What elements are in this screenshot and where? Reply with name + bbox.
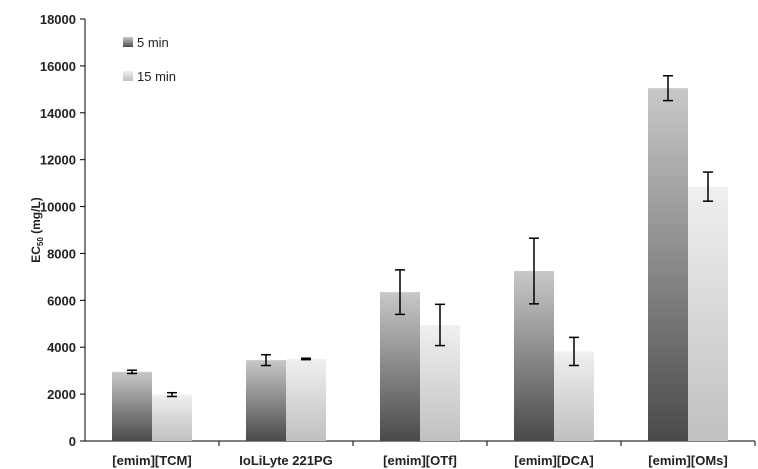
bar-5min (112, 371, 152, 441)
x-axis (85, 440, 756, 446)
y-tick-label: 18000 (40, 12, 76, 27)
x-category-label: [emim][TCM] (112, 453, 191, 468)
y-tick-label: 12000 (40, 153, 76, 168)
legend-label-5min: 5 min (137, 35, 169, 50)
category-labels: [emim][TCM] IoLiLyte 221PG [emim][OTf] [emi… (112, 453, 727, 468)
y-tick-label: 10000 (40, 200, 76, 215)
bar-15min (152, 394, 192, 441)
y-tick-label: 4000 (47, 340, 76, 355)
y-axis: 0 2000 4000 6000 8000 10000 12000 14000 16000 180… (40, 12, 86, 449)
y-tick-label: 2000 (47, 387, 76, 402)
legend-label-15min: 15 min (137, 69, 176, 84)
legend-swatch-5min (123, 37, 133, 47)
bar-5min (246, 360, 286, 441)
bar-15min (688, 186, 728, 441)
legend-swatch-15min (123, 71, 133, 81)
bar-5min (380, 292, 420, 441)
x-category-label: [emim][OTf] (383, 453, 457, 468)
bar-15min (286, 358, 326, 441)
legend: 5 min 15 min (123, 35, 176, 84)
bar-5min (648, 88, 688, 442)
y-tick-label: 8000 (47, 246, 76, 261)
x-category-label: [emim][DCA] (514, 453, 593, 468)
y-axis-title: EC50 (mg/L) (29, 197, 45, 263)
bar-15min (554, 351, 594, 441)
y-tick-label: 6000 (47, 293, 76, 308)
bars-group (112, 88, 728, 442)
y-axis-title-subscript: 50 (36, 237, 45, 246)
y-tick-label: 0 (69, 434, 76, 449)
y-tick-label: 14000 (40, 106, 76, 121)
y-tick-label: 16000 (40, 59, 76, 74)
x-category-label: IoLiLyte 221PG (239, 453, 332, 468)
x-category-label: [emim][OMs] (648, 453, 727, 468)
y-axis-title-unit: (mg/L) (29, 197, 43, 237)
error-bars-group (127, 74, 713, 398)
y-axis-title-main: EC (29, 246, 43, 263)
